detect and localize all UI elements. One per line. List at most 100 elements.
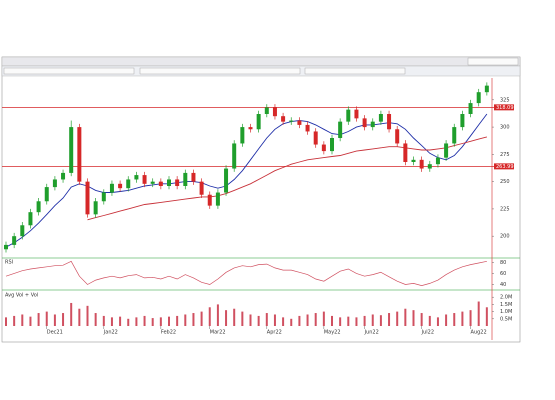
candle-body xyxy=(224,168,229,193)
volume-bar xyxy=(469,310,472,326)
candle-body xyxy=(183,172,188,186)
volume-bar xyxy=(257,315,260,326)
volume-bar xyxy=(249,314,252,326)
candle-body xyxy=(36,201,41,213)
candle-body xyxy=(256,114,261,130)
candle-body xyxy=(338,121,343,138)
volume-bar xyxy=(200,311,203,326)
candle-body xyxy=(460,114,465,128)
candle-body xyxy=(232,143,237,169)
volume-bar xyxy=(265,313,268,326)
volume-bar xyxy=(94,313,97,326)
volume-bar xyxy=(477,301,480,326)
volume-bar xyxy=(331,315,333,326)
x-tick-label: May22 xyxy=(324,330,341,336)
candle-body xyxy=(411,159,416,162)
moving-average xyxy=(87,136,488,221)
volume-bar xyxy=(306,314,309,326)
candle-body xyxy=(134,175,139,180)
volume-bar xyxy=(404,308,407,326)
volume-bar xyxy=(371,314,374,326)
volume-bar xyxy=(453,313,456,326)
toolbar[interactable] xyxy=(1,56,521,67)
button-group[interactable] xyxy=(467,57,519,66)
candle-body xyxy=(207,194,212,206)
candle-body xyxy=(435,157,440,165)
y-tick-label: 2.0M xyxy=(500,295,512,301)
candle-body xyxy=(476,92,481,104)
candle-body xyxy=(69,127,74,173)
y-tick-label: 80 xyxy=(500,260,506,266)
reference-label: 263.99 xyxy=(496,164,514,170)
candle-body xyxy=(109,183,114,193)
volume-bar xyxy=(21,314,24,326)
y-tick-label: 325 xyxy=(500,97,510,103)
reference-label: 318.09 xyxy=(496,105,514,111)
volume-bar xyxy=(62,313,65,326)
volume-bar xyxy=(428,315,431,326)
volume-bar xyxy=(363,315,366,326)
y-tick-label: 225 xyxy=(500,206,510,212)
volume-bar xyxy=(485,307,488,326)
volume-bar xyxy=(282,317,285,326)
candle-body xyxy=(175,179,180,186)
volume-bar xyxy=(135,317,138,326)
candle-body xyxy=(12,236,17,245)
candle-body xyxy=(77,127,82,182)
x-tick-label: Feb22 xyxy=(161,330,176,336)
volume-bar xyxy=(127,318,130,326)
volume-bar xyxy=(143,315,146,326)
candle-body xyxy=(297,120,302,125)
volume-bar xyxy=(436,317,439,326)
volume-bar xyxy=(290,318,293,326)
volume-bar xyxy=(102,315,105,326)
volume-bar xyxy=(233,308,236,326)
volume-bar xyxy=(461,311,464,326)
volume-bar xyxy=(445,314,448,326)
volume-bar xyxy=(13,315,16,326)
y-tick-label: 1.0M xyxy=(500,309,512,315)
candle-body xyxy=(272,107,277,117)
volume-bar xyxy=(168,316,170,326)
volume-bar xyxy=(216,304,219,326)
candle-body xyxy=(240,127,245,144)
volume-bar xyxy=(53,314,56,326)
y-tick-label: 0.5M xyxy=(500,316,512,322)
volume-bar xyxy=(396,311,399,326)
volume-bar xyxy=(5,317,7,326)
candle-body xyxy=(142,175,147,184)
volume-bar xyxy=(273,314,276,326)
volume-bar xyxy=(322,311,325,326)
x-tick-label: Apr22 xyxy=(267,330,282,336)
y-tick-label: 40 xyxy=(500,282,506,288)
candle-body xyxy=(289,120,294,122)
candle-body xyxy=(281,116,286,122)
volume-bar xyxy=(347,316,350,326)
y-tick-label: 1.5M xyxy=(500,302,512,308)
candle-body xyxy=(468,103,473,114)
volume-bar xyxy=(241,311,244,326)
x-tick-label: Mar22 xyxy=(210,330,226,336)
candle-body xyxy=(305,124,310,132)
candle-body xyxy=(330,138,334,152)
y-tick-label: 275 xyxy=(500,152,510,158)
x-tick-label: Aug22 xyxy=(471,330,487,336)
x-tick-label: Jun22 xyxy=(364,330,379,336)
volume-bar xyxy=(412,310,415,326)
candle-body xyxy=(419,159,424,169)
candle-body xyxy=(403,143,408,162)
volume-bar xyxy=(70,302,73,326)
volume-bar xyxy=(86,305,89,326)
candle-body xyxy=(93,201,98,215)
y-tick-label: 60 xyxy=(500,271,506,277)
button-group[interactable] xyxy=(304,67,406,75)
button-group[interactable] xyxy=(3,67,135,75)
button-group[interactable] xyxy=(139,67,301,75)
volume-bar xyxy=(151,318,154,326)
volume-bar xyxy=(45,311,48,326)
reference-label-box xyxy=(494,104,514,111)
candle-body xyxy=(395,129,400,144)
candle-body xyxy=(52,179,57,188)
candle-body xyxy=(452,127,457,144)
candle-body xyxy=(264,107,269,114)
